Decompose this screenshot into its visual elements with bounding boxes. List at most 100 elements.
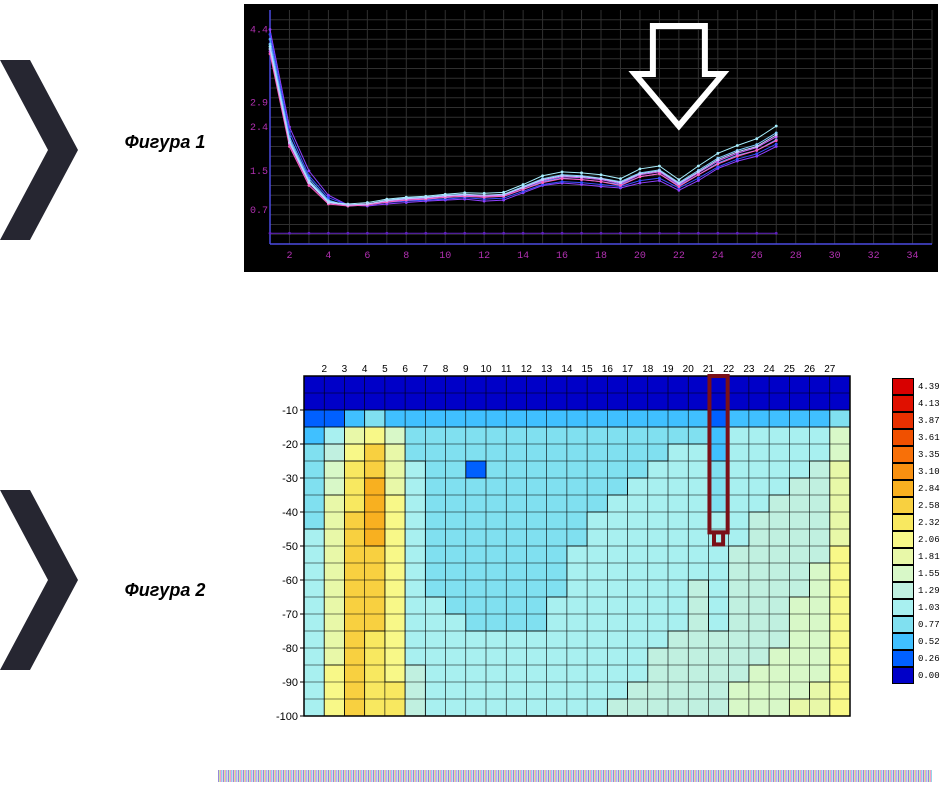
svg-text:25: 25 [784,364,796,375]
svg-text:-90: -90 [282,677,298,689]
svg-text:16: 16 [556,251,568,262]
color-legend: 4.394.133.873.613.353.102.842.582.322.06… [892,378,940,684]
svg-text:10: 10 [480,364,492,375]
legend-swatch [892,667,914,684]
svg-text:4: 4 [325,251,331,262]
legend-swatch [892,378,914,395]
legend-value: 0.26 [918,654,940,664]
svg-text:32: 32 [868,251,880,262]
side-arrow-2 [0,490,80,670]
svg-text:24: 24 [764,364,776,375]
svg-text:20: 20 [634,251,646,262]
legend-value: 1.55 [918,569,940,579]
legend-row: 4.39 [892,378,940,395]
svg-text:-30: -30 [282,473,298,485]
svg-text:6: 6 [364,251,370,262]
svg-text:2: 2 [286,251,292,262]
svg-text:-50: -50 [282,541,298,553]
legend-swatch [892,616,914,633]
legend-swatch [892,429,914,446]
svg-text:14: 14 [517,251,529,262]
svg-text:-20: -20 [282,439,298,451]
legend-swatch [892,565,914,582]
svg-text:-70: -70 [282,609,298,621]
svg-text:24: 24 [712,251,724,262]
legend-row: 1.03 [892,599,940,616]
legend-row: 3.35 [892,446,940,463]
legend-value: 2.84 [918,484,940,494]
legend-value: 0.00 [918,671,940,681]
svg-text:2.4: 2.4 [250,123,268,134]
svg-text:10: 10 [439,251,451,262]
legend-swatch [892,412,914,429]
legend-value: 3.10 [918,467,940,477]
svg-text:15: 15 [582,364,594,375]
svg-text:21: 21 [703,364,715,375]
svg-text:13: 13 [541,364,553,375]
legend-value: 4.13 [918,399,940,409]
legend-value: 2.32 [918,518,940,528]
decorative-bar [218,770,932,782]
legend-value: 3.35 [918,450,940,460]
svg-text:-40: -40 [282,507,298,519]
legend-swatch [892,480,914,497]
legend-value: 1.03 [918,603,940,613]
legend-swatch [892,497,914,514]
svg-text:2: 2 [321,364,327,375]
legend-swatch [892,599,914,616]
legend-swatch [892,463,914,480]
legend-swatch [892,650,914,667]
svg-text:27: 27 [824,364,836,375]
figure2-label: Фигура 2 [90,580,240,601]
legend-value: 4.39 [918,382,940,392]
legend-row: 3.61 [892,429,940,446]
page: Фигура 1 2468101214161820222426283032340… [0,0,940,788]
svg-text:1.5: 1.5 [250,167,268,178]
svg-text:6: 6 [402,364,408,375]
svg-text:22: 22 [673,251,685,262]
legend-row: 0.00 [892,667,940,684]
legend-row: 3.87 [892,412,940,429]
svg-text:12: 12 [478,251,490,262]
svg-text:23: 23 [743,364,755,375]
svg-text:8: 8 [443,364,449,375]
svg-text:14: 14 [561,364,573,375]
svg-text:7: 7 [423,364,429,375]
svg-text:34: 34 [907,251,919,262]
svg-text:-60: -60 [282,575,298,587]
legend-swatch [892,633,914,650]
legend-row: 2.58 [892,497,940,514]
heatmap-chart: 2345678910111213141516171819202122232425… [264,358,914,752]
svg-text:0.7: 0.7 [250,206,268,217]
legend-row: 2.84 [892,480,940,497]
legend-value: 0.52 [918,637,940,647]
svg-text:8: 8 [403,251,409,262]
svg-text:3: 3 [342,364,348,375]
legend-row: 3.10 [892,463,940,480]
svg-text:28: 28 [790,251,802,262]
legend-swatch [892,514,914,531]
legend-row: 0.26 [892,650,940,667]
svg-text:20: 20 [683,364,695,375]
legend-swatch [892,582,914,599]
svg-text:9: 9 [463,364,469,375]
legend-value: 0.77 [918,620,940,630]
legend-value: 3.61 [918,433,940,443]
svg-text:17: 17 [622,364,634,375]
svg-text:5: 5 [382,364,388,375]
line-chart-svg: 2468101214161820222426283032340.71.52.42… [246,6,936,270]
legend-row: 2.32 [892,514,940,531]
svg-text:18: 18 [642,364,654,375]
legend-value: 1.29 [918,586,940,596]
legend-row: 1.29 [892,582,940,599]
svg-text:26: 26 [804,364,816,375]
svg-text:-80: -80 [282,643,298,655]
legend-row: 1.55 [892,565,940,582]
line-chart: 2468101214161820222426283032340.71.52.42… [244,4,938,272]
svg-text:-10: -10 [282,405,298,417]
legend-swatch [892,531,914,548]
svg-text:22: 22 [723,364,735,375]
svg-text:18: 18 [595,251,607,262]
legend-swatch [892,446,914,463]
legend-row: 0.52 [892,633,940,650]
